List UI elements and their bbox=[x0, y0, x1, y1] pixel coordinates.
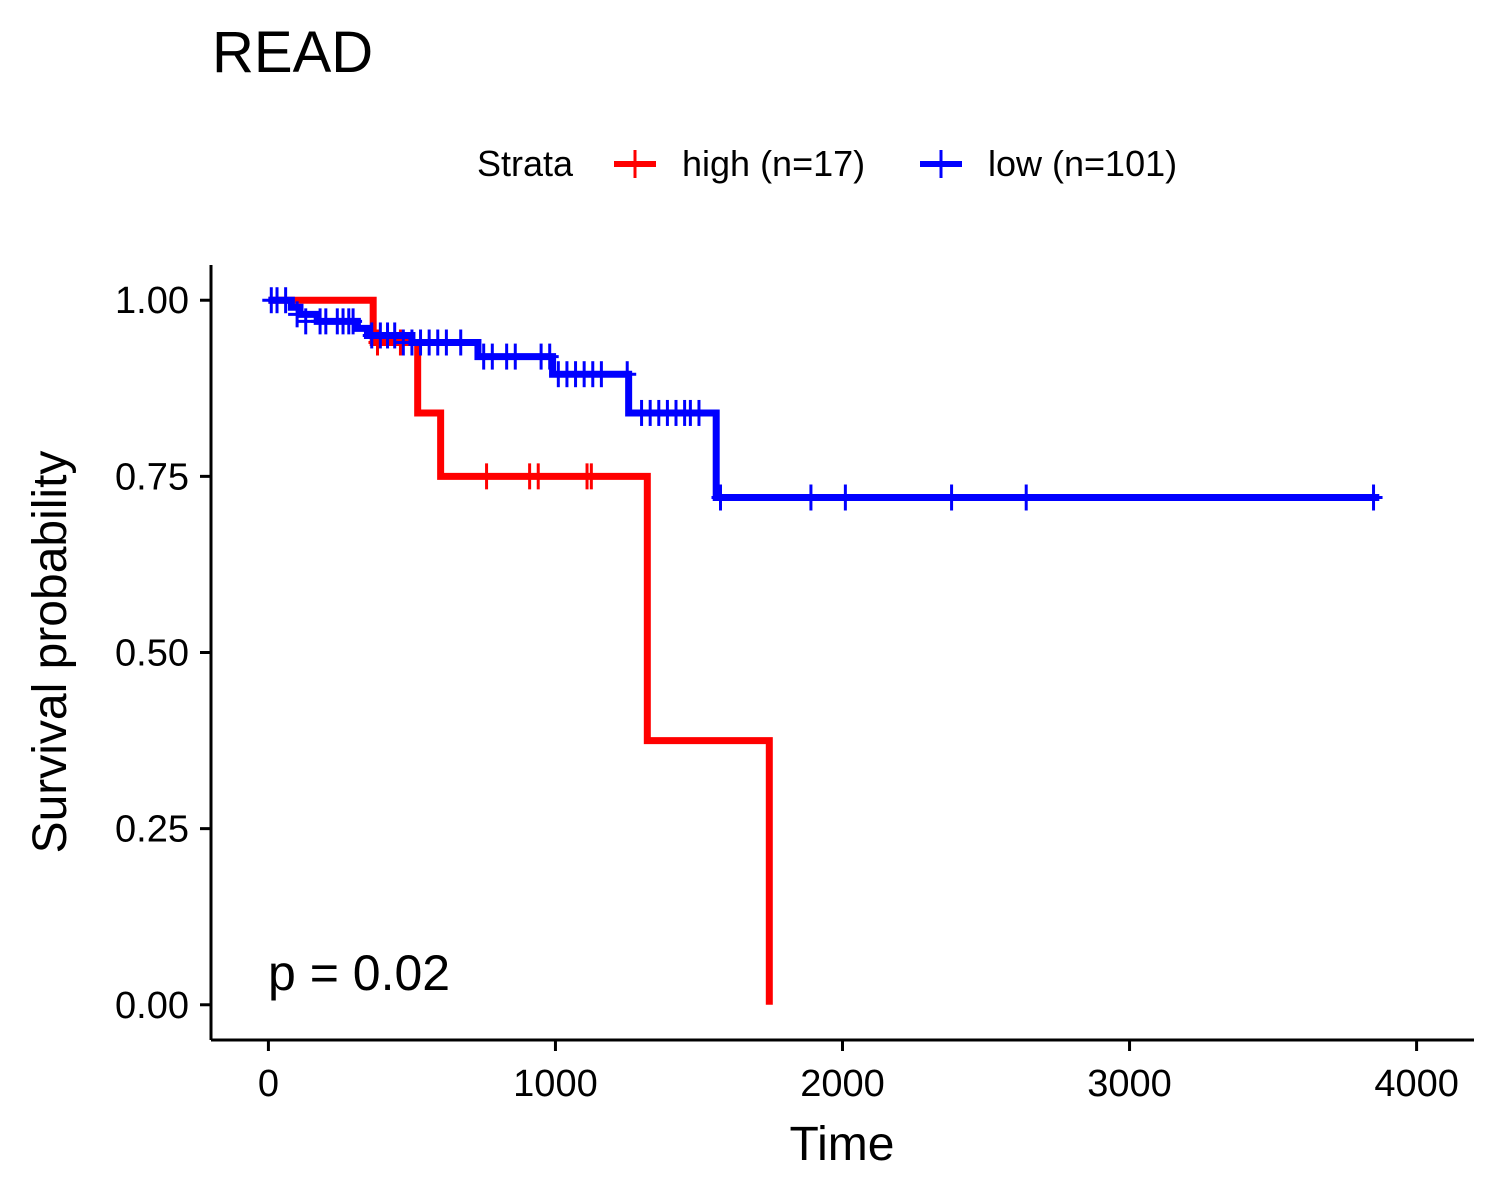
x-axis-title: Time bbox=[790, 1118, 895, 1171]
x-tick-label: 3000 bbox=[1087, 1063, 1172, 1105]
y-axis-title: Survival probability bbox=[24, 451, 77, 854]
x-tick-label: 2000 bbox=[800, 1063, 885, 1105]
x-tick-label: 4000 bbox=[1374, 1063, 1459, 1105]
y-tick-label: 0.75 bbox=[115, 456, 189, 498]
x-tick-label: 1000 bbox=[513, 1063, 598, 1105]
y-tick-label: 0.00 bbox=[115, 985, 189, 1027]
x-tick-label: 0 bbox=[258, 1063, 279, 1105]
survival-curve-high bbox=[268, 296, 773, 1005]
legend-label-low: low (n=101) bbox=[988, 143, 1177, 184]
legend: Strata high (n=17) low (n=101) bbox=[477, 143, 1177, 184]
plot-area: 0 1000 2000 3000 4000 0.00 0.25 0.50 0.75 1.00 bbox=[115, 265, 1474, 1105]
chart-title: READ bbox=[212, 20, 373, 85]
p-value-annotation: p = 0.02 bbox=[268, 945, 450, 1001]
y-tick-label: 0.25 bbox=[115, 809, 189, 851]
y-tick-label: 0.50 bbox=[115, 633, 189, 675]
y-tick-label: 1.00 bbox=[115, 280, 189, 322]
legend-label-high: high (n=17) bbox=[682, 143, 865, 184]
survival-curve-low bbox=[268, 296, 1380, 501]
legend-title: Strata bbox=[477, 143, 574, 184]
